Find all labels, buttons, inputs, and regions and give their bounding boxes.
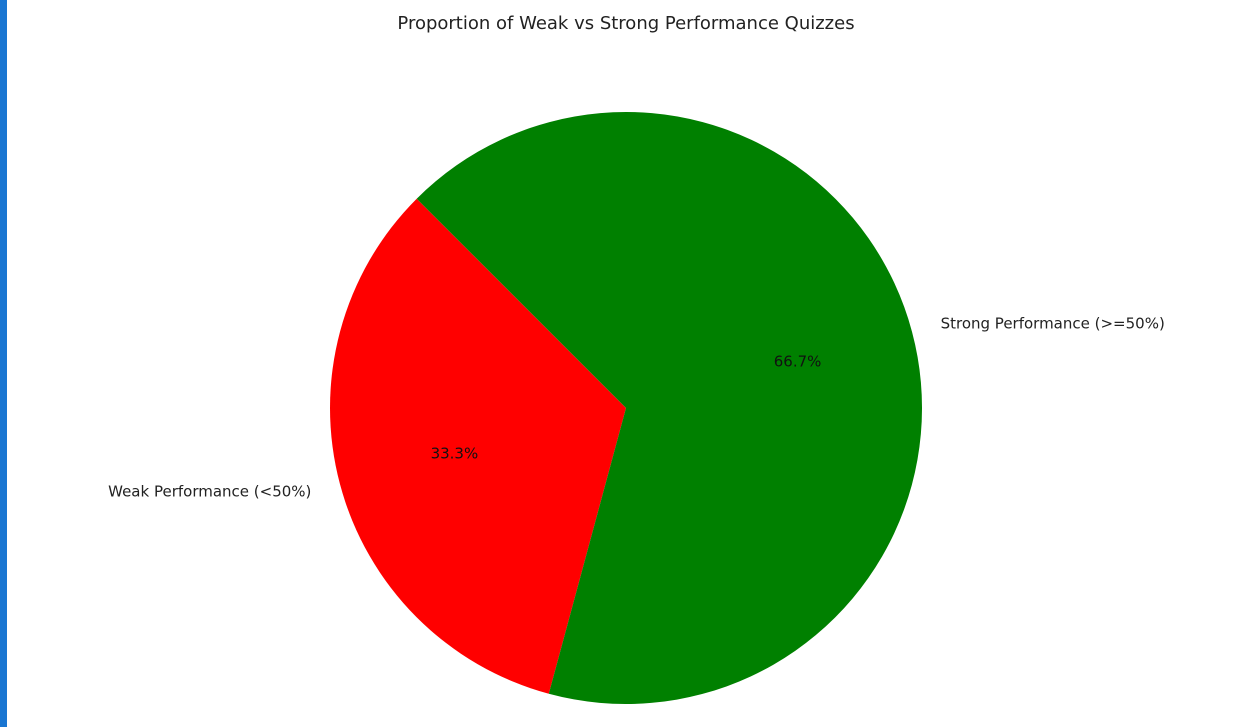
pie-slice-weak bbox=[330, 198, 626, 694]
pie-slice-strong bbox=[416, 111, 923, 704]
pct-label-strong: 66.7% bbox=[774, 353, 822, 371]
pct-label-weak: 33.3% bbox=[431, 444, 479, 462]
slice-label-strong: Strong Performance (>=50%) bbox=[941, 315, 1165, 333]
chart-title: Proportion of Weak vs Strong Performance… bbox=[397, 13, 854, 34]
slice-label-weak: Weak Performance (<50%) bbox=[108, 482, 311, 500]
left-accent-bar bbox=[0, 0, 7, 727]
